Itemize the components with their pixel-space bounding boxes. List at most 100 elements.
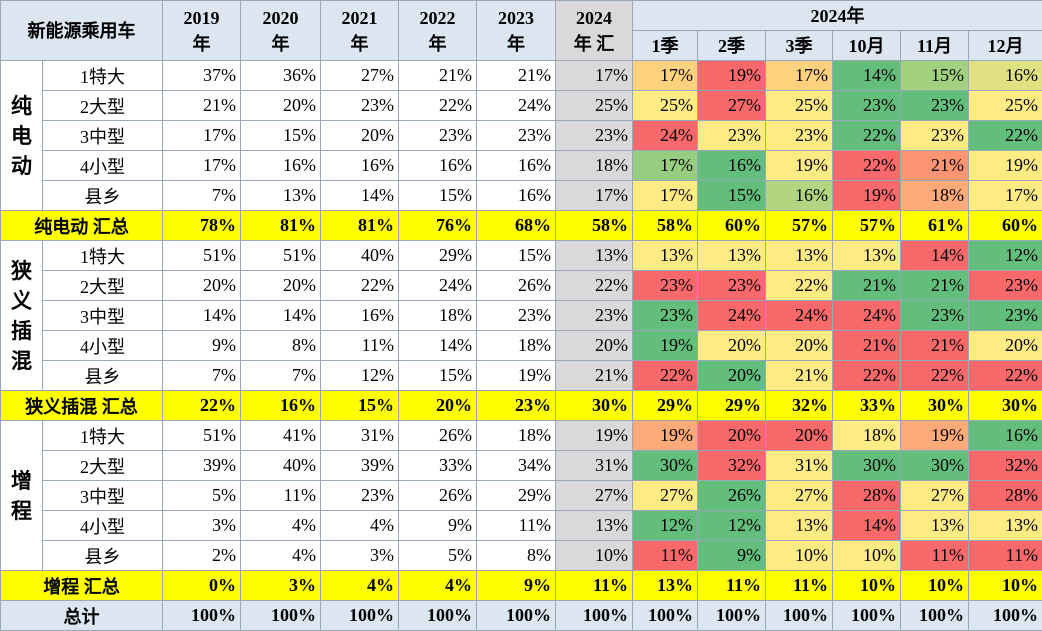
- value-cell: 21%: [901, 331, 969, 361]
- value-cell: 100%: [477, 601, 556, 631]
- value-cell: 22%: [633, 361, 698, 391]
- value-cell: 20%: [163, 271, 241, 301]
- value-cell: 23%: [477, 301, 556, 331]
- value-cell: 21%: [399, 61, 477, 91]
- value-cell: 15%: [477, 241, 556, 271]
- value-cell: 17%: [163, 121, 241, 151]
- value-cell: 15%: [698, 181, 766, 211]
- value-cell: 23%: [556, 121, 633, 151]
- value-cell: 30%: [833, 451, 901, 481]
- value-cell: 22%: [321, 271, 399, 301]
- value-cell: 27%: [901, 481, 969, 511]
- value-cell: 25%: [633, 91, 698, 121]
- value-cell: 26%: [698, 481, 766, 511]
- group-name: 狭义插混: [1, 241, 43, 391]
- group-name: 纯电动: [1, 61, 43, 211]
- group-header: 2024年: [633, 1, 1042, 31]
- value-cell: 22%: [833, 151, 901, 181]
- period-header: 11月: [901, 31, 969, 61]
- value-cell: 100%: [556, 601, 633, 631]
- year-bottom: 年: [245, 31, 316, 57]
- value-cell: 14%: [163, 301, 241, 331]
- value-cell: 14%: [399, 331, 477, 361]
- value-cell: 16%: [969, 421, 1042, 451]
- value-cell: 32%: [969, 451, 1042, 481]
- value-cell: 12%: [321, 361, 399, 391]
- value-cell: 57%: [833, 211, 901, 241]
- value-cell: 24%: [766, 301, 833, 331]
- value-cell: 22%: [399, 91, 477, 121]
- value-cell: 27%: [766, 481, 833, 511]
- value-cell: 100%: [633, 601, 698, 631]
- value-cell: 8%: [241, 331, 321, 361]
- year-bottom: 年: [325, 31, 394, 57]
- value-cell: 11%: [901, 541, 969, 571]
- value-cell: 100%: [163, 601, 241, 631]
- value-cell: 19%: [901, 421, 969, 451]
- value-cell: 26%: [477, 271, 556, 301]
- value-cell: 10%: [766, 541, 833, 571]
- value-cell: 81%: [241, 211, 321, 241]
- value-cell: 20%: [698, 331, 766, 361]
- value-cell: 11%: [556, 571, 633, 601]
- value-cell: 34%: [477, 451, 556, 481]
- value-cell: 11%: [698, 571, 766, 601]
- value-cell: 10%: [833, 571, 901, 601]
- value-cell: 17%: [969, 181, 1042, 211]
- value-cell: 25%: [766, 91, 833, 121]
- value-cell: 22%: [163, 391, 241, 421]
- value-cell: 13%: [556, 241, 633, 271]
- value-cell: 12%: [698, 511, 766, 541]
- value-cell: 18%: [477, 421, 556, 451]
- value-cell: 13%: [766, 241, 833, 271]
- row-label: 1特大: [43, 61, 163, 91]
- value-cell: 13%: [633, 241, 698, 271]
- value-cell: 78%: [163, 211, 241, 241]
- value-cell: 22%: [766, 271, 833, 301]
- value-cell: 3%: [321, 541, 399, 571]
- value-cell: 31%: [556, 451, 633, 481]
- value-cell: 15%: [399, 181, 477, 211]
- value-cell: 22%: [833, 121, 901, 151]
- value-cell: 22%: [901, 361, 969, 391]
- value-cell: 15%: [241, 121, 321, 151]
- row-label: 3中型: [43, 481, 163, 511]
- value-cell: 19%: [633, 331, 698, 361]
- value-cell: 18%: [901, 181, 969, 211]
- value-cell: 28%: [969, 481, 1042, 511]
- value-cell: 14%: [833, 511, 901, 541]
- value-cell: 30%: [969, 391, 1042, 421]
- value-cell: 4%: [399, 571, 477, 601]
- value-cell: 11%: [321, 331, 399, 361]
- value-cell: 21%: [901, 271, 969, 301]
- summary-label: 纯电动 汇总: [1, 211, 163, 241]
- value-cell: 9%: [698, 541, 766, 571]
- value-cell: 23%: [477, 121, 556, 151]
- value-cell: 100%: [901, 601, 969, 631]
- row-label: 3中型: [43, 301, 163, 331]
- value-cell: 33%: [833, 391, 901, 421]
- value-cell: 9%: [399, 511, 477, 541]
- year-top: 2023: [481, 5, 551, 31]
- summary-label: 增程 汇总: [1, 571, 163, 601]
- year-bottom: 年 汇: [560, 31, 628, 57]
- value-cell: 23%: [556, 301, 633, 331]
- value-cell: 21%: [556, 361, 633, 391]
- value-cell: 11%: [766, 571, 833, 601]
- value-cell: 31%: [766, 451, 833, 481]
- value-cell: 20%: [556, 331, 633, 361]
- row-label: 3中型: [43, 121, 163, 151]
- value-cell: 10%: [969, 571, 1042, 601]
- value-cell: 32%: [698, 451, 766, 481]
- value-cell: 8%: [477, 541, 556, 571]
- value-cell: 100%: [766, 601, 833, 631]
